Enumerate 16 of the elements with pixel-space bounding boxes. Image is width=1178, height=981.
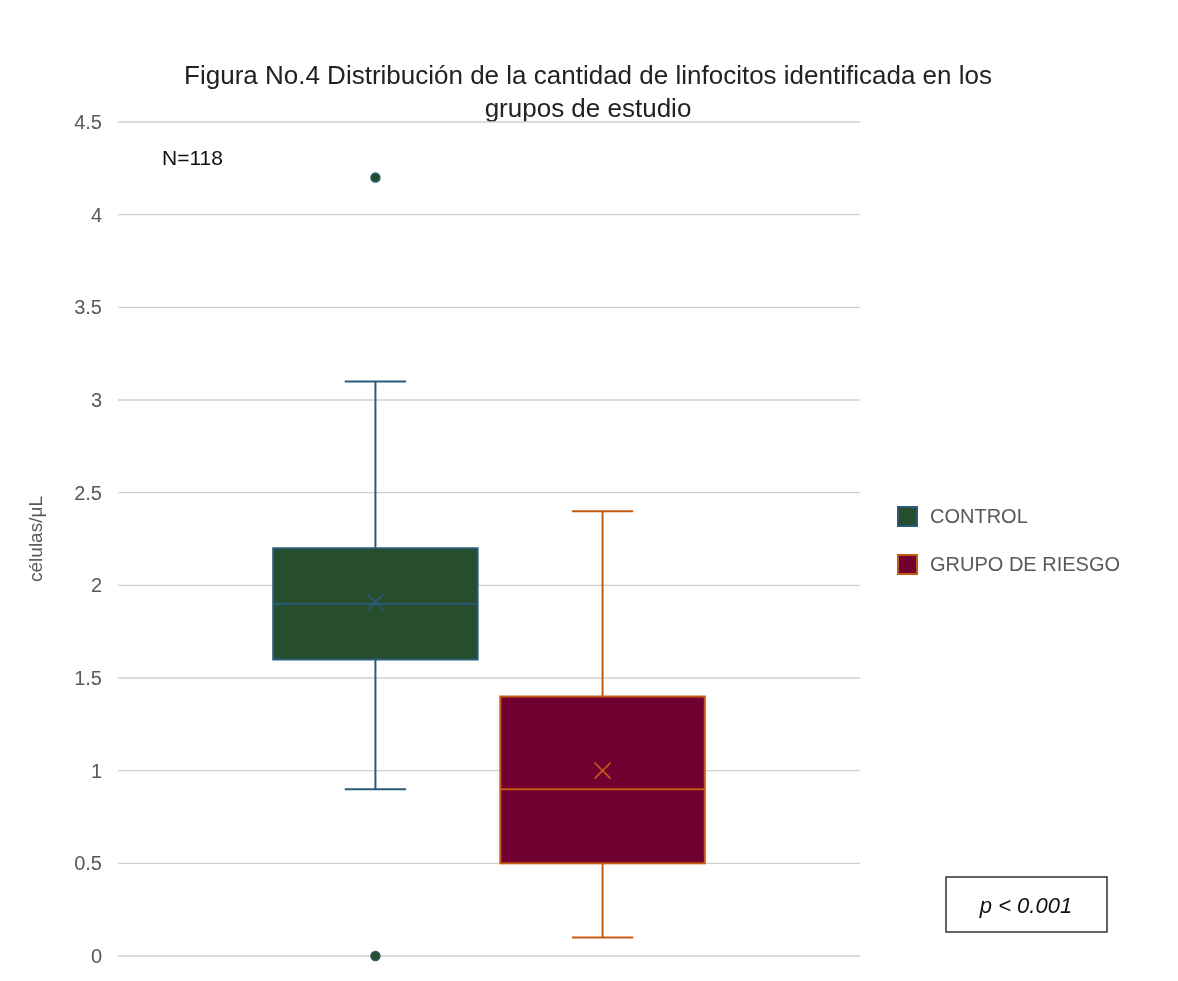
y-tick-label: 1.5 bbox=[74, 667, 102, 689]
text: p < 0.001 bbox=[978, 892, 1073, 918]
y-tick-label: 2.5 bbox=[74, 481, 102, 504]
y-axis-title: células/μL bbox=[25, 496, 46, 582]
chart-title: Figura No.4 Distribución de la cantidad de linfocitos identificada en los grupos de estudio bbox=[184, 60, 992, 123]
legend-label: GRUPO DE RIESGO bbox=[930, 553, 1121, 575]
annotation: N=118 bbox=[162, 146, 223, 170]
y-tick-label: 3 bbox=[90, 389, 102, 411]
y-tick-label: 3.5 bbox=[74, 296, 102, 319]
y-tick-label: 4.5 bbox=[74, 111, 102, 133]
y-tick-label: 0.5 bbox=[74, 852, 102, 875]
y-tick-label: 0 bbox=[90, 945, 102, 967]
y-tick-label: 4 bbox=[90, 203, 102, 226]
legend-label: CONTROL bbox=[930, 505, 1028, 527]
y-tick-label: 2 bbox=[90, 574, 102, 597]
y-tick-label: 1 bbox=[90, 759, 102, 782]
